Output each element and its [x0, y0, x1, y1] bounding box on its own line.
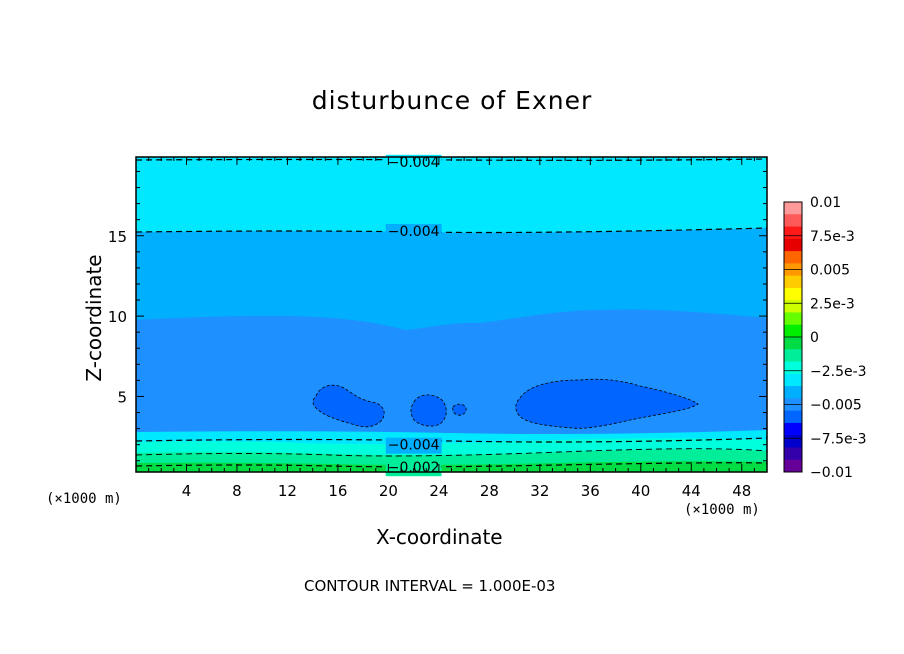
colorbar: 0.01 7.5e-3 0.005 2.5e-3 0 −2.5e-3 −0.005 −7.5e…	[783, 195, 867, 481]
x-tick-label: 44	[682, 482, 701, 500]
x-unit-note: (×1000 m)	[46, 491, 122, 507]
cell-right	[515, 378, 699, 429]
colorbar-label: −7.5e-3	[810, 431, 867, 447]
colorbar-label: 0.01	[810, 195, 841, 211]
colorbar-swatch	[784, 312, 802, 326]
x-axis-label: X-coordinate	[376, 525, 503, 549]
colorbar-swatch	[784, 422, 802, 436]
y-axis-ticks: 5 10 15	[108, 170, 767, 462]
colorbar-swatch	[784, 238, 802, 252]
filled-contour-regions	[136, 157, 767, 472]
y-tick-label: 10	[108, 308, 127, 326]
x-tick-label: 4	[182, 482, 192, 500]
colorbar-label: −0.005	[810, 398, 862, 414]
cell-mid	[410, 394, 447, 427]
x-tick-label: 36	[581, 482, 600, 500]
contour-line-low	[136, 437, 767, 443]
x-tick-label: 12	[278, 482, 297, 500]
x-tick-label: 20	[379, 482, 398, 500]
colorbar-label: −0.01	[810, 465, 853, 481]
y-tick-label: 5	[117, 388, 127, 406]
contour-line-lower	[136, 448, 767, 457]
colorbar-swatch	[784, 287, 802, 301]
contour-label: −0.004	[388, 438, 440, 454]
contour-label-background	[385, 223, 442, 240]
contour-line-bottom	[136, 462, 767, 468]
contour-label-background	[385, 437, 442, 454]
contour-line-top	[136, 158, 767, 161]
x-tick-label: 8	[232, 482, 242, 500]
x-tick-label: 32	[530, 482, 549, 500]
x-tick-label: 24	[429, 482, 448, 500]
colorbar-label: 2.5e-3	[810, 296, 855, 312]
y-tick-label: 15	[108, 228, 127, 246]
x-tick-label: 16	[328, 482, 347, 500]
colorbar-swatch	[784, 447, 802, 461]
colorbar-swatch	[784, 251, 802, 264]
colorbar-swatch	[784, 214, 802, 228]
colorbar-swatch	[784, 300, 802, 313]
cell-left	[312, 384, 385, 428]
colorbar-swatch	[784, 410, 802, 424]
colorbar-swatch	[784, 361, 802, 375]
colorbar-label: −2.5e-3	[810, 364, 867, 380]
colorbar-label: 0.005	[810, 263, 850, 279]
colorbar-swatch	[784, 373, 802, 387]
x-tick-label: 28	[480, 482, 499, 500]
colorbar-swatch	[784, 435, 802, 448]
colorbar-swatch	[784, 226, 802, 240]
contour-label-background	[385, 154, 442, 171]
colorbar-swatch	[784, 275, 802, 289]
colorbar-swatch	[784, 459, 802, 473]
chart-title: disturbunce of Exner	[311, 86, 593, 115]
x-tick-label: 48	[732, 482, 751, 500]
x-unit-note-right: (×1000 m)	[684, 502, 760, 518]
contour-interval-note: CONTOUR INTERVAL = 1.000E-03	[304, 577, 556, 595]
colorbar-swatch	[784, 349, 802, 363]
colorbar-label: 0	[810, 330, 819, 346]
cell-small	[452, 403, 467, 416]
colorbar-swatch	[784, 324, 802, 338]
colorbar-swatch	[784, 337, 802, 350]
contour-label: −0.004	[388, 224, 440, 240]
colorbar-label: 7.5e-3	[810, 229, 855, 245]
colorbar-swatch	[784, 386, 802, 399]
colorbar-swatch	[784, 202, 802, 215]
x-tick-label: 40	[631, 482, 650, 500]
x-axis-ticks: 4 8 12 16 20 24 28 32 36 40 44 48	[148, 157, 755, 500]
